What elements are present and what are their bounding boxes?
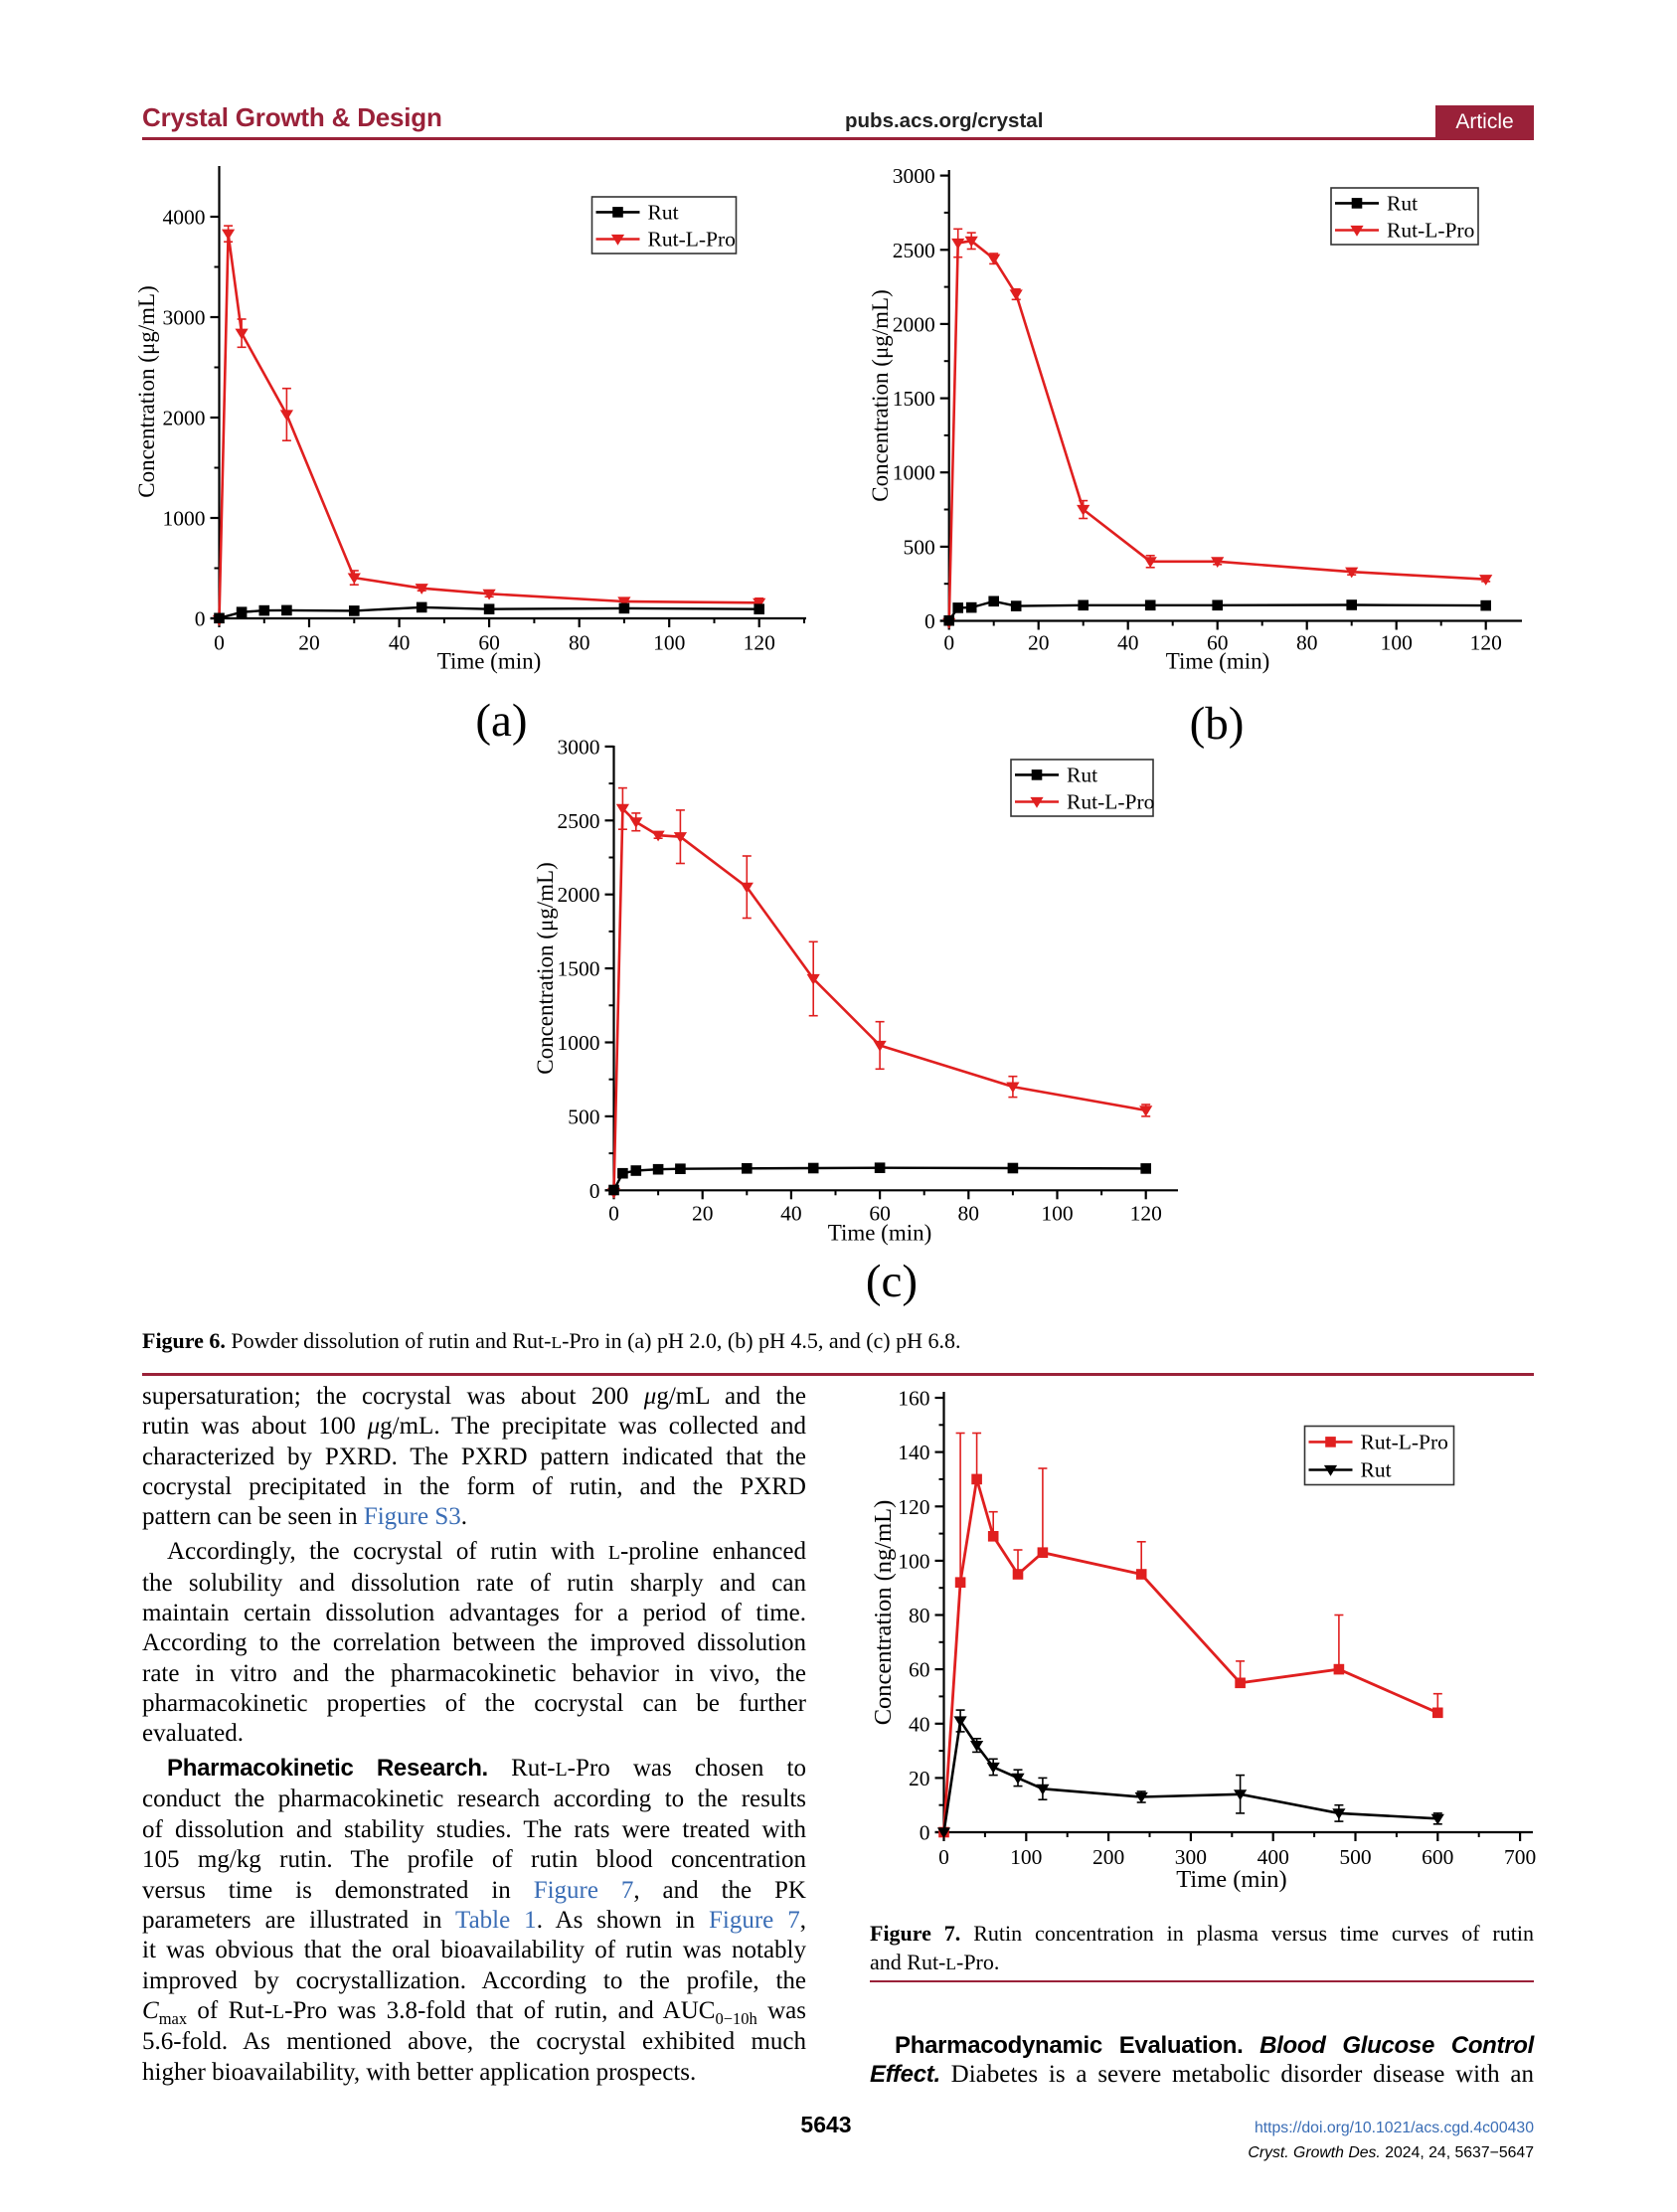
svg-text:40: 40 (389, 630, 411, 654)
svg-text:0: 0 (943, 630, 954, 654)
svg-text:100: 100 (1041, 1202, 1073, 1226)
svg-text:80: 80 (569, 630, 590, 654)
svg-text:(c): (c) (866, 1256, 918, 1307)
svg-text:Concentration (ng/mL): Concentration (ng/mL) (870, 1500, 897, 1726)
svg-text:700: 700 (1504, 1845, 1536, 1869)
svg-text:60: 60 (909, 1658, 930, 1682)
svg-text:1500: 1500 (558, 957, 600, 981)
svg-text:3000: 3000 (558, 735, 600, 759)
svg-text:4000: 4000 (163, 206, 206, 230)
svg-text:0: 0 (924, 609, 935, 633)
svg-text:Rut: Rut (648, 201, 679, 225)
svg-text:1000: 1000 (163, 507, 206, 531)
svg-text:20: 20 (298, 630, 320, 654)
svg-text:120: 120 (1470, 630, 1502, 654)
svg-text:20: 20 (692, 1202, 714, 1226)
svg-text:3000: 3000 (163, 306, 206, 330)
svg-text:Time (min): Time (min) (437, 649, 542, 674)
svg-text:120: 120 (898, 1495, 929, 1519)
svg-text:Rut-L-Pro: Rut-L-Pro (1067, 790, 1154, 814)
svg-text:140: 140 (898, 1441, 929, 1464)
svg-text:60: 60 (478, 630, 500, 654)
svg-text:40: 40 (909, 1712, 930, 1736)
svg-text:2000: 2000 (893, 312, 935, 336)
svg-text:Time (min): Time (min) (828, 1221, 932, 1246)
svg-text:Concentration (μg/mL): Concentration (μg/mL) (134, 285, 159, 498)
svg-text:0: 0 (589, 1179, 600, 1203)
svg-text:300: 300 (1175, 1845, 1207, 1869)
svg-text:Time (min): Time (min) (1176, 1866, 1286, 1893)
svg-text:1500: 1500 (893, 387, 935, 411)
svg-text:Rut: Rut (1067, 764, 1097, 787)
svg-text:0: 0 (214, 630, 225, 654)
svg-text:20: 20 (909, 1767, 930, 1790)
svg-text:1000: 1000 (558, 1031, 600, 1055)
svg-text:Concentration (μg/mL): Concentration (μg/mL) (533, 862, 558, 1075)
svg-text:0: 0 (920, 1821, 930, 1845)
svg-text:20: 20 (1028, 630, 1050, 654)
svg-text:160: 160 (898, 1387, 929, 1411)
svg-text:2500: 2500 (558, 809, 600, 833)
svg-text:80: 80 (1296, 630, 1318, 654)
svg-text:Rut-L-Pro: Rut-L-Pro (1361, 1431, 1448, 1454)
svg-text:Rut: Rut (1387, 192, 1418, 216)
svg-text:0: 0 (195, 607, 206, 631)
svg-text:40: 40 (1117, 630, 1139, 654)
svg-text:3000: 3000 (893, 164, 935, 188)
svg-text:600: 600 (1422, 1845, 1453, 1869)
svg-text:500: 500 (568, 1105, 599, 1128)
svg-text:0: 0 (938, 1845, 949, 1869)
svg-text:Concentration (μg/mL): Concentration (μg/mL) (868, 289, 893, 502)
svg-text:Rut-L-Pro: Rut-L-Pro (1387, 219, 1474, 243)
svg-text:100: 100 (1381, 630, 1413, 654)
svg-text:500: 500 (903, 535, 934, 559)
svg-text:100: 100 (1010, 1845, 1042, 1869)
svg-text:60: 60 (1207, 630, 1229, 654)
svg-text:100: 100 (898, 1549, 929, 1573)
svg-text:2000: 2000 (558, 883, 600, 907)
svg-text:120: 120 (744, 630, 775, 654)
svg-text:80: 80 (909, 1604, 930, 1627)
svg-text:40: 40 (780, 1202, 802, 1226)
svg-text:1000: 1000 (893, 461, 935, 485)
svg-text:(b): (b) (1190, 698, 1245, 750)
svg-text:Rut-L-Pro: Rut-L-Pro (648, 228, 736, 252)
svg-text:Rut: Rut (1361, 1458, 1392, 1482)
svg-text:(a): (a) (475, 695, 527, 747)
svg-text:0: 0 (608, 1202, 619, 1226)
svg-text:120: 120 (1130, 1202, 1162, 1226)
svg-text:100: 100 (653, 630, 685, 654)
svg-text:500: 500 (1339, 1845, 1371, 1869)
svg-text:2500: 2500 (893, 239, 935, 262)
svg-text:60: 60 (869, 1202, 891, 1226)
svg-text:400: 400 (1258, 1845, 1289, 1869)
svg-text:2000: 2000 (163, 407, 206, 430)
svg-text:80: 80 (958, 1202, 980, 1226)
svg-text:200: 200 (1092, 1845, 1124, 1869)
svg-text:Time (min): Time (min) (1166, 649, 1270, 674)
